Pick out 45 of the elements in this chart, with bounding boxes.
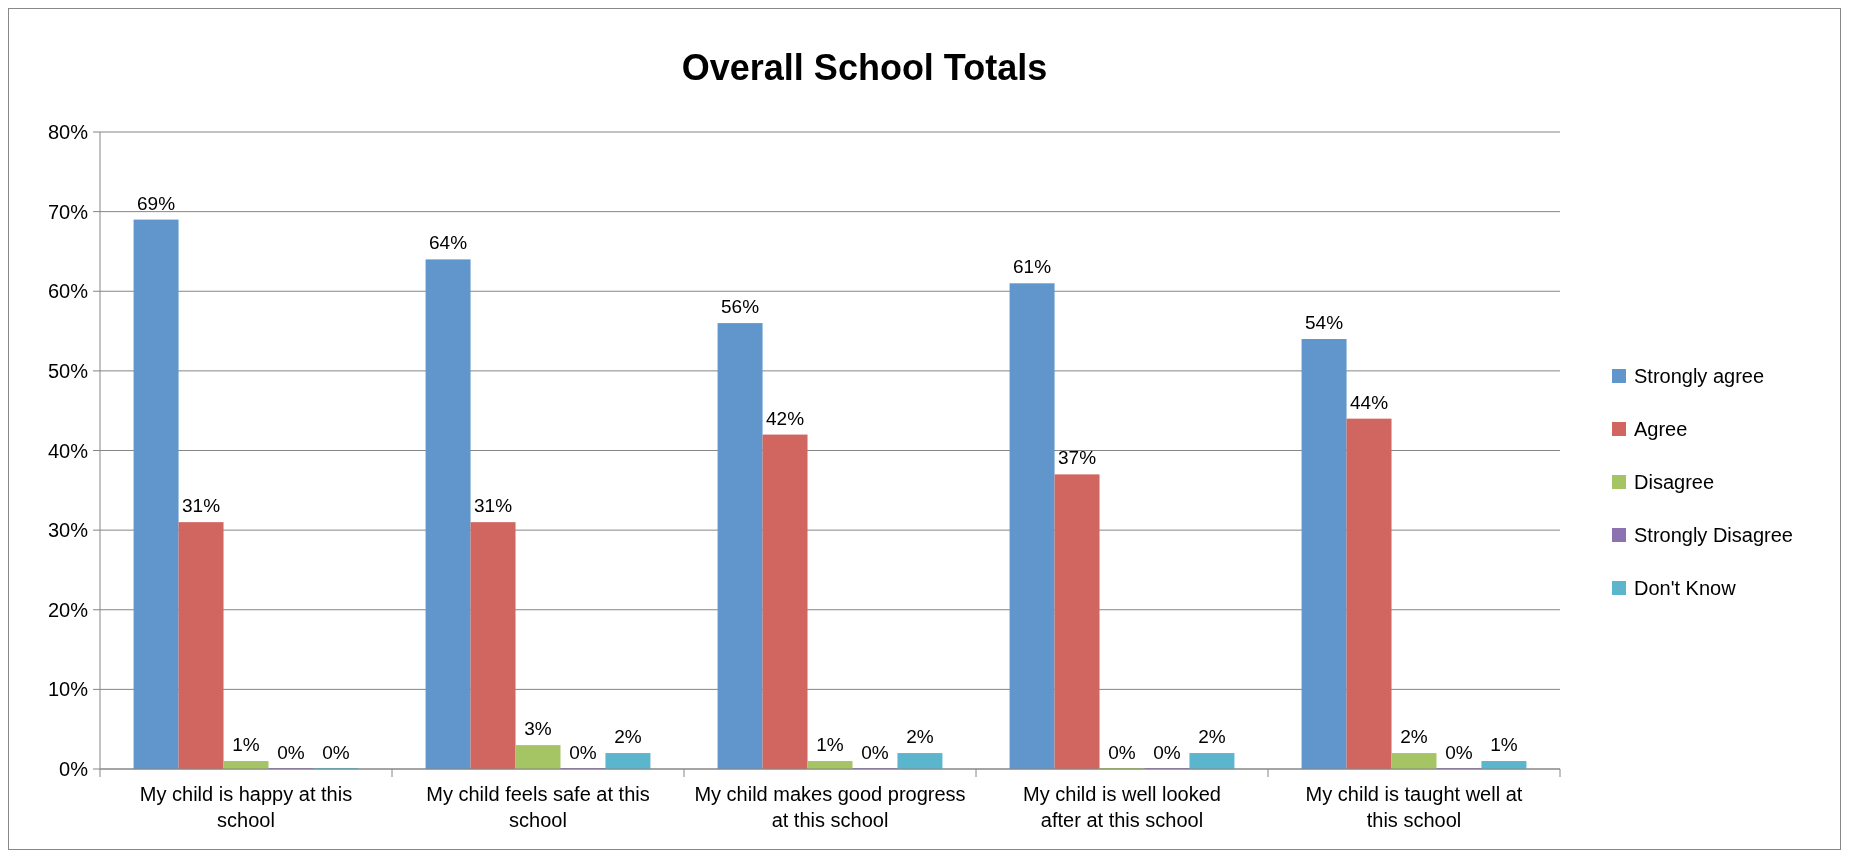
data-label: 0% xyxy=(1108,742,1136,763)
legend-label: Strongly Disagree xyxy=(1634,524,1793,546)
data-label: 3% xyxy=(524,718,552,740)
y-tick-label: 60% xyxy=(47,280,89,303)
data-label: 69% xyxy=(137,192,176,214)
data-label: 44% xyxy=(1350,391,1389,413)
data-label: 2% xyxy=(1198,726,1226,748)
data-label: 37% xyxy=(1058,447,1097,469)
data-label: 42% xyxy=(766,407,805,429)
data-label: 0% xyxy=(861,742,889,763)
data-label: 61% xyxy=(1013,256,1052,278)
x-tick-label: My child is well looked after at this school xyxy=(1023,783,1221,831)
data-label: 31% xyxy=(474,495,513,517)
x-tick-label: My child is happy at this school xyxy=(139,783,353,831)
data-label: 56% xyxy=(721,296,760,318)
data-label: 1% xyxy=(1490,734,1518,756)
y-tick-label: 80% xyxy=(47,121,89,143)
legend-label: Agree xyxy=(1634,418,1688,440)
data-label: 0% xyxy=(569,742,597,763)
data-label: 1% xyxy=(232,734,260,756)
legend-label: Disagree xyxy=(1634,471,1715,493)
data-label: 0% xyxy=(1445,742,1473,763)
y-tick-label: 70% xyxy=(47,200,89,223)
data-label: 0% xyxy=(322,742,350,763)
y-tick-label: 10% xyxy=(47,678,89,701)
y-tick-label: 40% xyxy=(47,439,89,462)
chart-title: Overall School Totals xyxy=(681,47,1048,88)
y-tick-label: 50% xyxy=(47,359,89,382)
data-label: 0% xyxy=(277,742,305,763)
data-label: 31% xyxy=(182,495,221,517)
y-tick-label: 30% xyxy=(47,519,89,542)
data-label: 2% xyxy=(906,726,934,748)
data-label: 1% xyxy=(816,734,844,756)
data-label: 2% xyxy=(1400,726,1428,748)
y-tick-label: 20% xyxy=(47,598,89,621)
data-label: 54% xyxy=(1305,312,1344,334)
x-tick-label: My child is taught well at this school xyxy=(1305,783,1523,831)
legend-label: Don't Know xyxy=(1634,577,1737,599)
data-label: 64% xyxy=(429,232,468,254)
data-label: 0% xyxy=(1153,742,1181,763)
x-tick-label: My child makes good progress at this school xyxy=(694,783,966,831)
x-tick-label: My child feels safe at this school xyxy=(426,783,650,831)
data-label: 2% xyxy=(614,726,642,748)
y-tick-label: 0% xyxy=(59,758,89,780)
legend-label: Strongly agree xyxy=(1634,365,1765,387)
